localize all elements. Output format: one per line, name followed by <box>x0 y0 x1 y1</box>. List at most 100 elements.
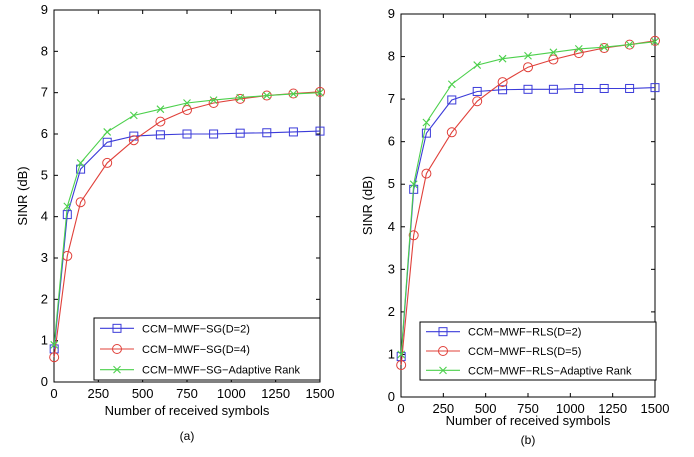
data-point <box>128 135 139 146</box>
panel-label: (a) <box>180 429 195 443</box>
legend: CCM−MWF−SG(D=2) CCM−MWF−SG(D=4) CCM−MWF−SG… <box>93 317 321 381</box>
legend-marker <box>439 366 447 375</box>
data-point <box>497 77 508 88</box>
data-point <box>472 96 483 107</box>
data-point <box>650 35 660 46</box>
data-point <box>409 180 418 189</box>
x-tick-label: 250 <box>87 386 109 401</box>
data-point <box>498 54 507 63</box>
y-tick-label: 4 <box>41 209 48 224</box>
data-point <box>49 352 60 363</box>
series-line <box>53 92 321 345</box>
data-point <box>523 62 533 73</box>
data-point <box>599 83 609 93</box>
series-1 <box>49 126 325 354</box>
data-point <box>235 128 245 138</box>
legend-label: CCM−MWF−RLS−Adaptive Rank <box>468 365 632 377</box>
data-point <box>50 340 59 349</box>
y-tick-label: 3 <box>41 250 48 265</box>
data-point <box>650 83 660 93</box>
data-point <box>288 127 298 137</box>
data-point <box>76 159 85 167</box>
data-point <box>473 61 482 69</box>
x-tick-label: 750 <box>176 386 198 401</box>
legend: CCM−MWF−RLS(D=2) CCM−MWF−RLS(D=5) CCM−MWF−… <box>419 321 657 381</box>
data-point <box>446 127 457 138</box>
x-tick-label: 250 <box>432 401 454 416</box>
data-point <box>549 48 558 57</box>
y-tick-label: 1 <box>388 346 395 361</box>
data-point <box>156 105 165 114</box>
panel-b: 0 1 2 3 4 5 6 7 8 9 0 250 500 750 1000 1250 1500 Number o… <box>360 6 669 447</box>
data-point <box>472 86 482 96</box>
data-point <box>548 54 559 65</box>
series-line <box>53 130 321 349</box>
panel-label: (b) <box>521 433 536 447</box>
y-tick-label: 6 <box>388 134 395 149</box>
y-tick-label: 6 <box>41 126 48 141</box>
y-tick-label: 4 <box>388 219 395 234</box>
data-point <box>75 197 86 208</box>
data-point <box>600 43 609 52</box>
x-tick-label: 1500 <box>306 386 335 401</box>
data-point <box>498 85 508 95</box>
data-point <box>209 96 218 104</box>
x-tick-label: 1000 <box>217 386 246 401</box>
data-point <box>236 93 245 102</box>
data-point <box>408 230 419 241</box>
data-point <box>63 202 72 211</box>
data-point <box>625 40 634 49</box>
legend-label: CCM−MWF−RLS(D=5) <box>468 346 581 358</box>
data-point <box>155 130 165 140</box>
legend-marker <box>112 344 122 354</box>
y-tick-label: 3 <box>388 261 395 276</box>
data-point <box>574 83 584 93</box>
series-3 <box>50 88 324 349</box>
data-point <box>397 350 406 359</box>
legend-label: CCM−MWF−SG(D=4) <box>142 344 250 356</box>
data-point <box>262 128 272 138</box>
legend-label: CCM−MWF−SG−Adaptive Rank <box>142 365 301 377</box>
y-tick-label: 2 <box>41 291 48 306</box>
series-1 <box>396 83 660 362</box>
data-point <box>523 84 533 94</box>
y-tick-label: 0 <box>388 389 395 404</box>
data-point <box>182 129 192 139</box>
data-point <box>524 51 532 60</box>
x-tick-label: 1250 <box>598 401 627 416</box>
data-point <box>76 164 86 174</box>
series-line <box>400 41 656 355</box>
y-tick-label: 1 <box>41 333 48 348</box>
x-axis-label: Number of received symbols <box>105 403 270 418</box>
x-tick-label: 1250 <box>261 386 290 401</box>
y-tick-label: 2 <box>388 304 395 319</box>
data-point <box>421 128 431 138</box>
data-point <box>421 168 432 179</box>
data-point <box>235 93 246 104</box>
x-tick-label: 500 <box>475 401 497 416</box>
x-tick-label: 0 <box>50 386 57 401</box>
data-point <box>155 116 166 127</box>
data-point <box>422 118 431 127</box>
y-tick-label: 0 <box>41 374 48 389</box>
y-tick-label: 7 <box>41 85 48 100</box>
legend-marker <box>113 365 121 374</box>
data-point <box>625 83 635 93</box>
x-tick-label: 1500 <box>641 401 670 416</box>
legend-marker <box>112 323 122 333</box>
legend-marker <box>438 346 448 356</box>
data-point <box>209 129 219 139</box>
y-tick-label: 9 <box>388 6 395 21</box>
series-2 <box>396 35 660 371</box>
y-tick-label: 9 <box>41 2 48 17</box>
x-tick-label: 500 <box>132 386 154 401</box>
legend-label: CCM−MWF−SG(D=2) <box>142 323 250 335</box>
x-axis-label: Number of received symbols <box>446 413 611 428</box>
y-axis-label: SINR (dB) <box>15 166 30 225</box>
data-point <box>102 137 112 147</box>
data-point <box>316 88 324 97</box>
data-point <box>262 91 271 100</box>
data-point <box>208 98 219 108</box>
data-point <box>103 128 112 136</box>
data-point <box>548 84 558 94</box>
